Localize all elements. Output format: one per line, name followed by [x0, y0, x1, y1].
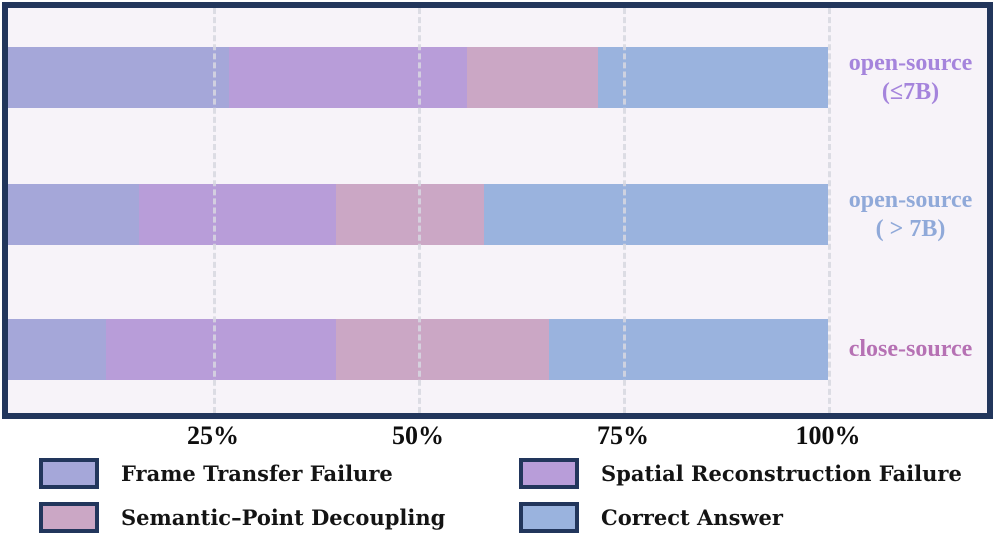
bar-segment	[549, 319, 828, 380]
category-label-line: open-source	[848, 49, 973, 76]
category-label-line: close-source	[848, 336, 973, 363]
legend-swatch	[39, 502, 99, 533]
x-axis: 25% 50% 75% 100%	[0, 421, 997, 455]
bar-row	[8, 47, 828, 108]
x-tick-label: 50%	[392, 421, 444, 450]
bar-segment	[336, 319, 550, 380]
bar-segment	[229, 47, 468, 108]
x-tick-label: 100%	[795, 421, 861, 450]
category-label: open-source( > 7B)	[834, 184, 987, 245]
gridline-25	[213, 8, 216, 413]
bar-segment	[336, 184, 484, 245]
category-label: open-source (≤7B)	[834, 47, 987, 108]
category-label-line: ( > 7B)	[875, 215, 946, 242]
category-label: close-source	[834, 319, 987, 380]
x-tick-label: 25%	[187, 421, 239, 450]
legend-swatch	[39, 458, 99, 489]
legend-item: Frame Transfer Failure	[39, 458, 393, 489]
gridline-100	[828, 8, 831, 413]
bar-segment	[106, 319, 336, 380]
legend-label: Spatial Reconstruction Failure	[601, 461, 962, 486]
legend-label: Semantic–Point Decoupling	[121, 505, 446, 530]
bar-segment	[598, 47, 828, 108]
legend-item: Correct Answer	[519, 502, 783, 533]
legend-label: Correct Answer	[601, 505, 783, 530]
legend-label: Frame Transfer Failure	[121, 461, 393, 486]
bar-segment	[8, 47, 230, 108]
plot-area: open-source (≤7B) open-source( > 7B) close-…	[2, 2, 993, 419]
bar-row	[8, 319, 828, 380]
legend-swatch	[519, 502, 579, 533]
bar-row	[8, 184, 828, 245]
gridline-75	[623, 8, 626, 413]
bar-segment	[8, 184, 140, 245]
legend-item: Semantic–Point Decoupling	[39, 502, 445, 533]
bar-segment	[483, 184, 828, 245]
x-tick-label: 75%	[597, 421, 649, 450]
legend-swatch	[519, 458, 579, 489]
category-label-line: (≤7B)	[881, 78, 940, 105]
bar-segment	[8, 319, 107, 380]
bar-segment	[467, 47, 599, 108]
gridline-50	[418, 8, 421, 413]
bar-segment	[139, 184, 336, 245]
category-label-line: open-source	[848, 186, 973, 213]
legend-item: Spatial Reconstruction Failure	[519, 458, 962, 489]
